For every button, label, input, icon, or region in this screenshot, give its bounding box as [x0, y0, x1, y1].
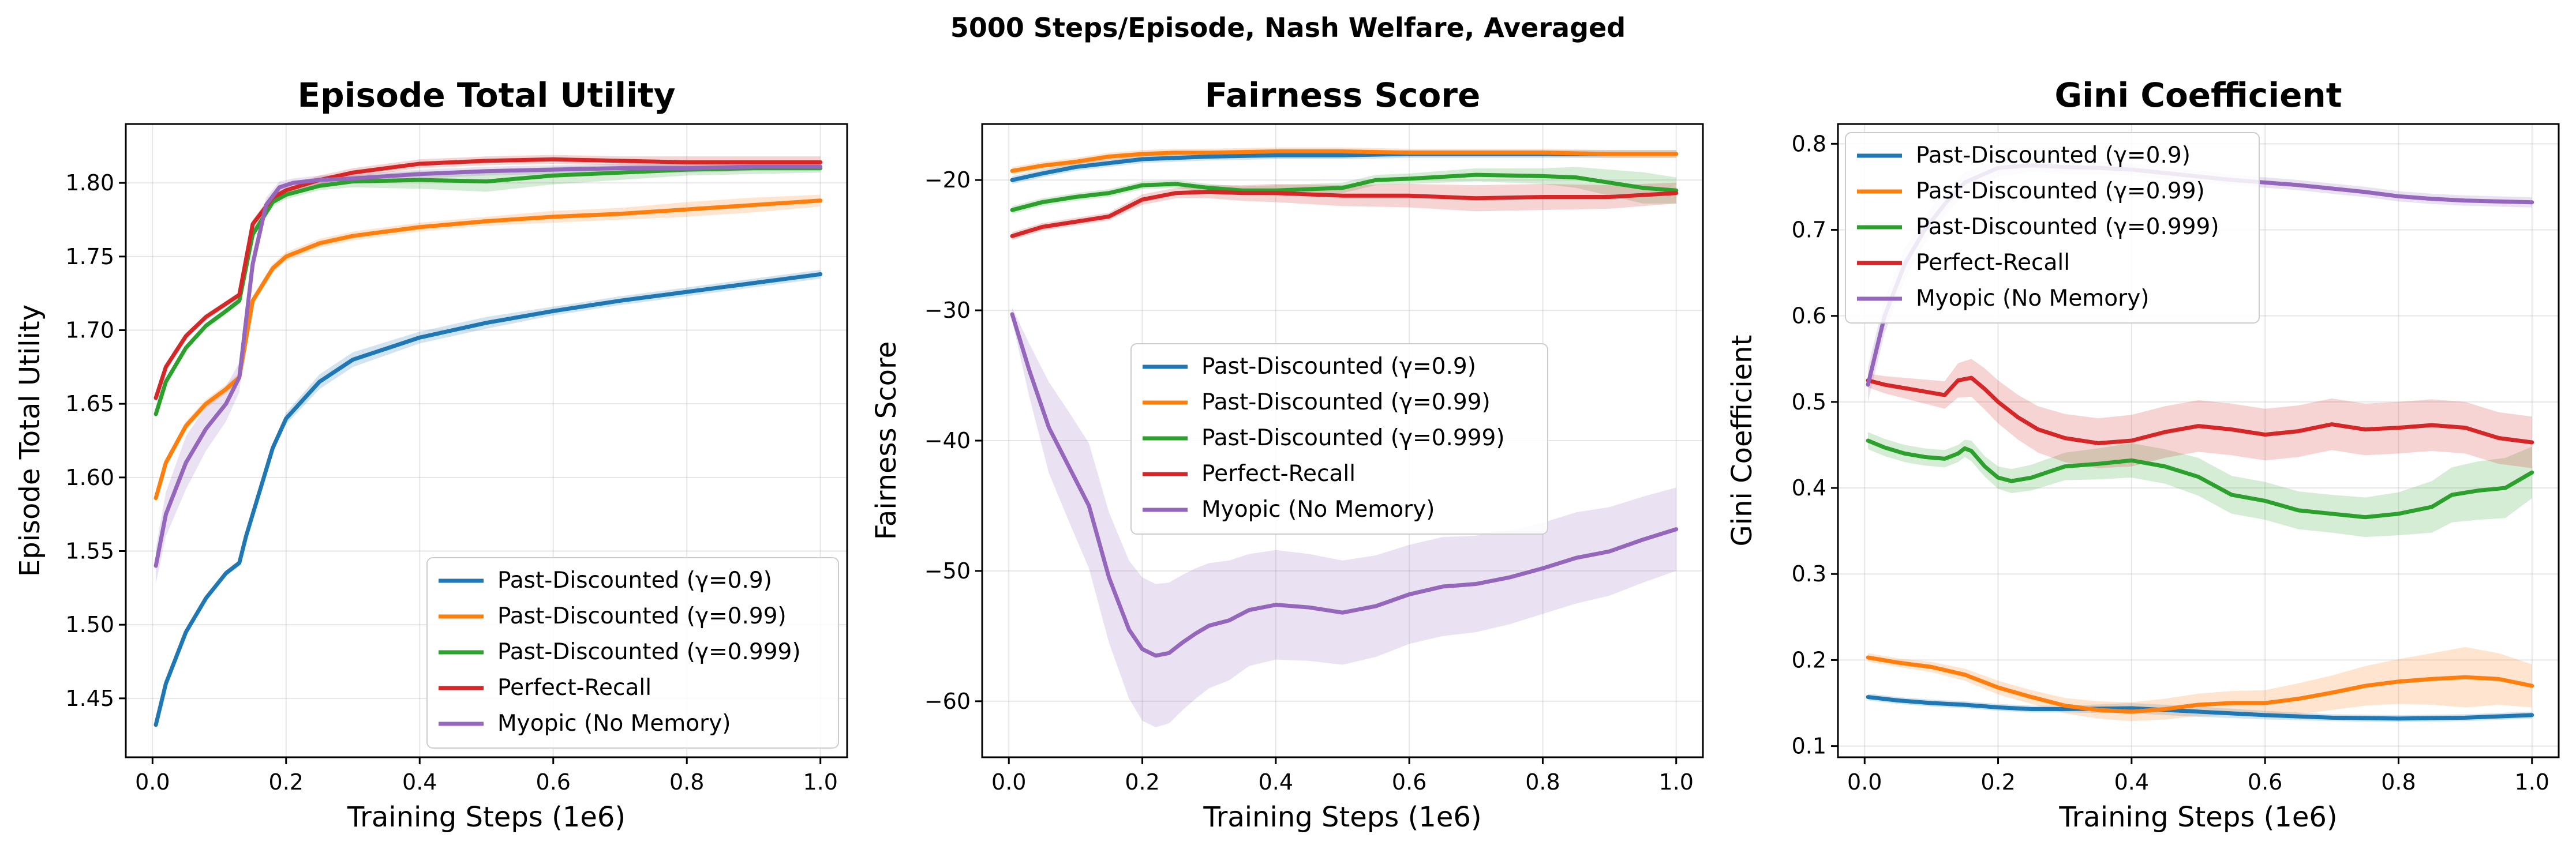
y-tick-label: 0.5 [1792, 389, 1826, 415]
y-tick-label: 1.60 [65, 465, 114, 490]
x-tick-label: 0.0 [135, 769, 170, 795]
line-perfect-recall [1866, 375, 2534, 445]
line-perfect-recall [153, 157, 823, 400]
y-axis-label: Fairness Score [870, 341, 903, 540]
x-tick-label: 0.0 [991, 769, 1026, 795]
y-tick-label: 1.45 [65, 686, 114, 711]
band-myopic-no-memory [1012, 307, 1676, 728]
y-tick-label: 1.80 [65, 170, 114, 196]
line-myopic-no-memory [1010, 312, 1679, 658]
x-tick-label: 0.6 [536, 769, 571, 795]
x-tick-label: 0.2 [269, 769, 304, 795]
band-past-discounted-0-9 [156, 269, 821, 728]
panel-title: Gini Coefficient [2055, 76, 2342, 115]
legend: Past-Discounted (γ=0.9) Past-Discounted (… [1130, 343, 1548, 535]
line-perfect-recall [1010, 189, 1679, 238]
y-axis-label: Gini Coefficient [1726, 335, 1758, 547]
y-tick-label: 1.50 [65, 612, 114, 637]
x-tick-label: 1.0 [1659, 769, 1694, 795]
x-tick-label: 0.4 [402, 769, 437, 795]
plot-frame [125, 123, 848, 758]
y-tick-label: −50 [924, 558, 971, 584]
plot-frame [1837, 123, 2560, 758]
x-tick-label: 0.4 [1259, 769, 1293, 795]
line-past-discounted-0-99 [1010, 149, 1679, 173]
y-tick-label: 1.65 [65, 391, 114, 416]
y-tick-label: 0.2 [1792, 647, 1826, 672]
x-axis-label: Training Steps (1e6) [1203, 801, 1481, 833]
panel-episode-total-utility: 0.0 0.2 0.4 0.6 0.8 1.0 1.45 1.50 1.55 1.60 1.65 1.… [14, 76, 848, 833]
y-tick-label: −40 [924, 428, 971, 453]
figure-suptitle: 5000 Steps/Episode, Nash Welfare, Averag… [950, 12, 1626, 43]
panel-title: Episode Total Utility [297, 76, 675, 115]
line-past-discounted-0-999 [1010, 172, 1679, 212]
y-tick-label: 1.75 [65, 244, 114, 269]
band-perfect-recall [156, 155, 821, 401]
y-tick-label: 0.6 [1792, 303, 1826, 329]
legend: Past-Discounted (γ=0.9) Past-Discounted (… [426, 557, 839, 749]
x-tick-label: 0.4 [2114, 769, 2149, 795]
band-past-discounted-0-9 [1868, 693, 2532, 722]
panel-gini-coefficient: 0.0 0.2 0.4 0.6 0.8 1.0 0.1 0.2 0.3 0.4 0.5 0.6 0.7 0… [1726, 76, 2560, 833]
y-tick-label: 1.70 [65, 317, 114, 343]
x-tick-label: 1.0 [803, 769, 837, 795]
x-tick-label: 0.2 [1125, 769, 1159, 795]
line-past-discounted-0-99 [1866, 655, 2534, 714]
x-axis-label: Training Steps (1e6) [347, 801, 626, 833]
y-tick-label: 0.3 [1792, 561, 1826, 587]
legend-box [426, 557, 839, 749]
panel-fairness-score: 0.0 0.2 0.4 0.6 0.8 1.0 −60 −50 −40 −30 −20 Fairnes… [870, 76, 1704, 833]
band-past-discounted-0-999 [1868, 432, 2532, 538]
legend-label-past-discounted-0-9: Past-Discounted (γ=0.9) [1916, 142, 2191, 168]
y-tick-label: 1.55 [65, 539, 114, 564]
line-past-discounted-0-999 [1866, 438, 2534, 520]
legend-label-perfect-recall: Perfect-Recall [1201, 461, 1356, 487]
x-tick-label: 0.8 [2381, 769, 2416, 795]
y-axis-label: Episode Total Utility [14, 305, 46, 577]
line-past-discounted-0-9 [153, 272, 823, 727]
legend-label-perfect-recall: Perfect-Recall [497, 675, 652, 701]
x-tick-label: 0.2 [1980, 769, 2015, 795]
x-axis-label: Training Steps (1e6) [2058, 801, 2337, 833]
band-past-discounted-0-999 [1012, 167, 1676, 214]
x-tick-label: 0.6 [2248, 769, 2282, 795]
line-past-discounted-0-99 [153, 198, 823, 501]
x-tick-label: 0.6 [1392, 769, 1426, 795]
legend-box [1130, 343, 1548, 535]
y-tick-label: −30 [924, 298, 971, 323]
legend-label-past-discounted-0-99: Past-Discounted (γ=0.99) [1916, 178, 2205, 204]
band-perfect-recall [1868, 359, 2532, 468]
legend-label-past-discounted-0-999: Past-Discounted (γ=0.999) [1201, 425, 1505, 451]
legend-label-past-discounted-0-999: Past-Discounted (γ=0.999) [497, 639, 801, 665]
line-past-discounted-0-999 [153, 166, 823, 416]
x-tick-label: 0.8 [1525, 769, 1560, 795]
legend-label-past-discounted-0-9: Past-Discounted (γ=0.9) [1201, 354, 1476, 379]
legend: Past-Discounted (γ=0.9) Past-Discounted (… [1845, 132, 2260, 324]
legend-label-past-discounted-0-99: Past-Discounted (γ=0.99) [1201, 389, 1491, 415]
legend-label-past-discounted-0-99: Past-Discounted (γ=0.99) [497, 603, 787, 629]
legend-label-past-discounted-0-9: Past-Discounted (γ=0.9) [497, 568, 772, 593]
y-tick-label: −60 [924, 689, 971, 714]
band-past-discounted-0-99 [1868, 647, 2532, 722]
legend-label-perfect-recall: Perfect-Recall [1916, 250, 2070, 276]
panel-title: Fairness Score [1205, 76, 1481, 115]
y-tick-label: 0.7 [1792, 217, 1826, 242]
y-tick-label: 0.1 [1792, 734, 1826, 759]
x-tick-label: 1.0 [2515, 769, 2549, 795]
legend-label-myopic-no-memory: Myopic (No Memory) [1916, 285, 2150, 311]
y-tick-label: −20 [924, 167, 971, 193]
x-tick-label: 0.8 [669, 769, 704, 795]
y-tick-label: 0.8 [1792, 131, 1826, 156]
legend-label-myopic-no-memory: Myopic (No Memory) [1201, 497, 1435, 523]
line-myopic-no-memory [153, 164, 823, 568]
legend-box [1845, 132, 2260, 324]
y-tick-label: 0.4 [1792, 475, 1826, 501]
legend-label-past-discounted-0-999: Past-Discounted (γ=0.999) [1916, 214, 2219, 240]
legend-label-myopic-no-memory: Myopic (No Memory) [497, 711, 731, 736]
x-tick-label: 0.0 [1847, 769, 1882, 795]
